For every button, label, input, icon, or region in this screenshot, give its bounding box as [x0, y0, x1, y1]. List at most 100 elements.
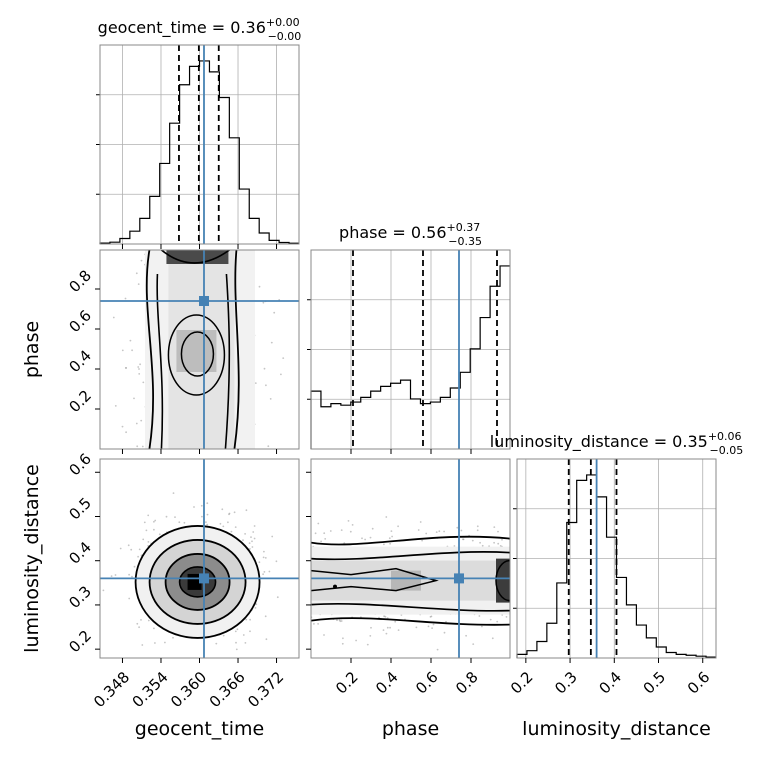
sample-point [235, 641, 237, 644]
sample-point [172, 636, 174, 639]
sample-point [324, 538, 327, 540]
sample-point [497, 542, 500, 545]
sample-point [394, 620, 397, 623]
sample-point [384, 615, 387, 618]
sample-point [271, 535, 274, 538]
sample-point [142, 538, 145, 541]
sample-point [432, 623, 435, 626]
sample-point [138, 373, 141, 375]
contour [311, 551, 510, 561]
sample-point [254, 607, 257, 609]
sample-point [323, 532, 326, 535]
sample-point [251, 546, 254, 548]
panel-frame [516, 458, 717, 659]
sample-point [244, 642, 247, 644]
sample-point [200, 504, 203, 507]
sample-point [230, 530, 233, 533]
sample-point [263, 367, 266, 370]
contour [311, 567, 439, 592]
sample-point [145, 529, 148, 532]
sample-point [248, 542, 251, 544]
sample-point [253, 525, 256, 527]
sample-point [147, 541, 150, 543]
sample-point [121, 425, 124, 428]
x-tick-label: 0.360 [167, 668, 210, 711]
sample-point [340, 620, 343, 622]
sample-point [125, 431, 127, 434]
sample-point [269, 398, 272, 400]
sample-point [201, 515, 203, 518]
hist-panel-luminosity_distance [513, 458, 717, 659]
sample-point [268, 570, 271, 573]
sample-point [124, 297, 127, 300]
sample-point [489, 618, 492, 621]
scatter-panel-phase-vs-geocent_time [99, 249, 300, 450]
x-tick-label: 0.2 [507, 668, 537, 698]
sample-point [228, 513, 230, 516]
sample-point [258, 285, 261, 288]
sample-point [435, 531, 438, 533]
sample-point [137, 283, 140, 285]
sample-point [158, 533, 161, 536]
sample-point [499, 545, 502, 547]
sample-point [249, 618, 252, 621]
sample-point [141, 644, 144, 646]
sample-point [505, 616, 508, 618]
panel-title-geocent_time: geocent_time = 0.36+0.00 −0.00 [98, 16, 302, 43]
sample-point [323, 634, 325, 636]
y-tick-label: 0.5 [65, 494, 95, 524]
sample-point [150, 664, 152, 666]
sample-point [154, 519, 157, 522]
sample-point [121, 349, 124, 352]
contour [311, 602, 510, 612]
sample-point [263, 550, 265, 553]
sample-point [366, 643, 369, 646]
sample-point [219, 522, 222, 525]
x-tick-label: 0.4 [372, 668, 402, 698]
sample-point [264, 557, 267, 559]
sample-point [472, 643, 475, 645]
contour [160, 250, 230, 264]
sample-point [147, 619, 150, 622]
x-tick-label: 0.6 [412, 668, 442, 698]
sample-point [140, 419, 143, 422]
sample-point [172, 492, 175, 494]
sample-point [262, 573, 264, 576]
sample-point [326, 674, 328, 676]
sample-point [390, 530, 393, 532]
sample-point [130, 548, 133, 551]
sample-point [249, 548, 251, 550]
sample-point [343, 542, 346, 544]
sample-point [251, 540, 253, 543]
x-axis-label-luminosity_distance: luminosity_distance [522, 718, 711, 740]
y-tick-label: 0.4 [65, 538, 95, 568]
sample-point [415, 626, 418, 629]
contour [180, 331, 215, 377]
sample-point [128, 573, 131, 576]
sample-point [262, 556, 265, 559]
sample-point [270, 341, 273, 344]
x-tick-label: 0.372 [244, 668, 287, 711]
contour [311, 617, 510, 626]
sample-point [383, 543, 385, 546]
sample-point [139, 363, 142, 366]
sample-point [497, 530, 499, 533]
sample-point [244, 533, 247, 535]
sample-point [462, 538, 465, 541]
sample-point [140, 619, 142, 621]
sample-point [136, 622, 139, 625]
panel-content [100, 250, 299, 449]
sample-point [385, 632, 388, 635]
sample-point [397, 629, 400, 631]
sample-point [342, 637, 344, 640]
sample-point [460, 529, 463, 532]
x-tick-label: 0.8 [452, 668, 482, 698]
sample-point [206, 513, 209, 516]
sample-point [254, 382, 257, 384]
sample-point [386, 626, 389, 629]
sample-point [370, 626, 372, 629]
sample-point [388, 537, 391, 540]
sample-point [431, 627, 433, 629]
y-tick-label: 0.4 [65, 346, 95, 376]
sample-point [133, 397, 135, 400]
